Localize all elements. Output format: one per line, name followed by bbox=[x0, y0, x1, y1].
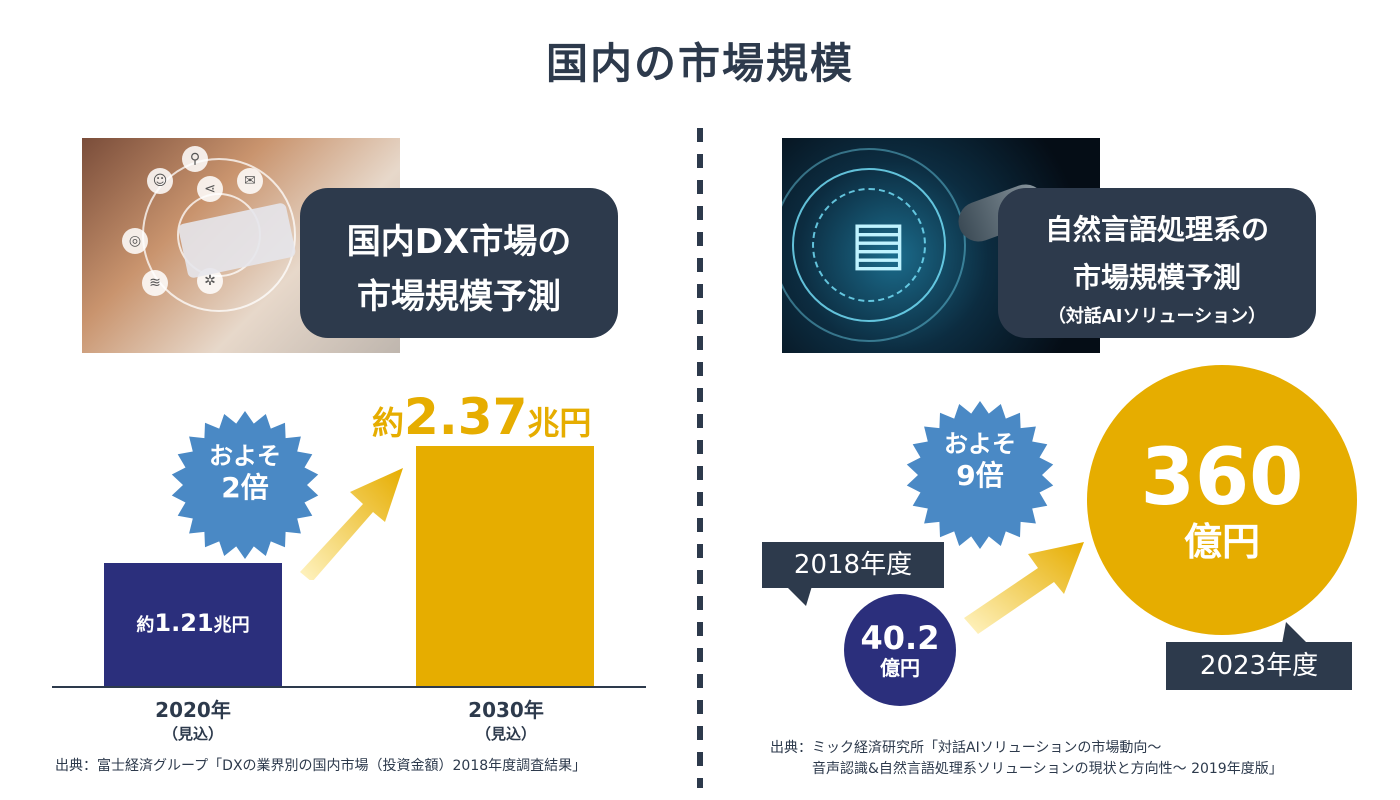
mail-icon: ✉ bbox=[237, 168, 263, 194]
section-divider bbox=[697, 128, 703, 788]
burst-2x-line1: およそ bbox=[209, 442, 281, 470]
chart-baseline bbox=[52, 686, 646, 688]
bar-2020: 約1.21兆円 bbox=[104, 563, 282, 686]
nlp-heading-line3: （対話AIソリューション） bbox=[1047, 306, 1267, 327]
cart-icon: ⚲ bbox=[182, 146, 208, 172]
document-icon: ▤ bbox=[850, 208, 907, 278]
globe-icon: ◎ bbox=[122, 228, 148, 254]
burst-2x-text: およそ 2倍 bbox=[170, 440, 320, 504]
growth-arrow-right bbox=[964, 542, 1084, 634]
right-source-line2: 音声認識&自然言語処理系ソリューションの現状と方向性～ 2019年度版」 bbox=[812, 761, 1283, 777]
tag-2018-pointer bbox=[786, 586, 812, 606]
right-source-line1: 出典：ミック経済研究所「対話AIソリューションの市場動向～ bbox=[770, 740, 1162, 756]
users-icon: ☺ bbox=[147, 168, 173, 194]
share-icon: ⋖ bbox=[197, 176, 223, 202]
burst-9x-line1: およそ bbox=[944, 430, 1016, 458]
dx-heading-line2: 市場規模予測 bbox=[357, 277, 561, 317]
tag-2023-pointer bbox=[1282, 622, 1308, 644]
x-label-2030: 2030年 （見込） bbox=[468, 698, 544, 743]
dx-heading-box: 国内DX市場の 市場規模予測 bbox=[300, 188, 618, 338]
burst-2x-line2: 2倍 bbox=[221, 471, 269, 504]
left-source: 出典：富士経済グループ「DXの業界別の国内市場（投資金額）2018年度調査結果」 bbox=[55, 758, 587, 774]
x-label-2020: 2020年 （見込） bbox=[155, 698, 231, 743]
nlp-heading-line1: 自然言語処理系の bbox=[1044, 213, 1269, 246]
burst-2x bbox=[171, 411, 319, 559]
tag-2018: 2018年度 bbox=[762, 542, 944, 588]
bubble-2023: 360 億円 bbox=[1087, 365, 1357, 635]
burst-9x-text: およそ 9倍 bbox=[905, 428, 1055, 492]
page-title: 国内の市場規模 bbox=[545, 39, 854, 88]
nlp-heading-box: 自然言語処理系の 市場規模予測 （対話AIソリューション） bbox=[998, 188, 1316, 338]
burst-9x-line2: 9倍 bbox=[956, 459, 1004, 492]
bubble-2018: 40.2 億円 bbox=[844, 594, 956, 706]
bar-2020-label: 約1.21兆円 bbox=[136, 609, 250, 637]
dx-heading-line1: 国内DX市場の bbox=[346, 222, 572, 262]
wifi-icon: ≋ bbox=[142, 270, 168, 296]
burst-9x bbox=[906, 401, 1054, 549]
nlp-heading-line2: 市場規模予測 bbox=[1072, 261, 1241, 294]
growth-arrow-left bbox=[300, 468, 403, 580]
bar-2030 bbox=[416, 446, 594, 686]
tag-2023: 2023年度 bbox=[1166, 642, 1352, 690]
bar-2030-label: 約2.37兆円 bbox=[372, 388, 592, 446]
